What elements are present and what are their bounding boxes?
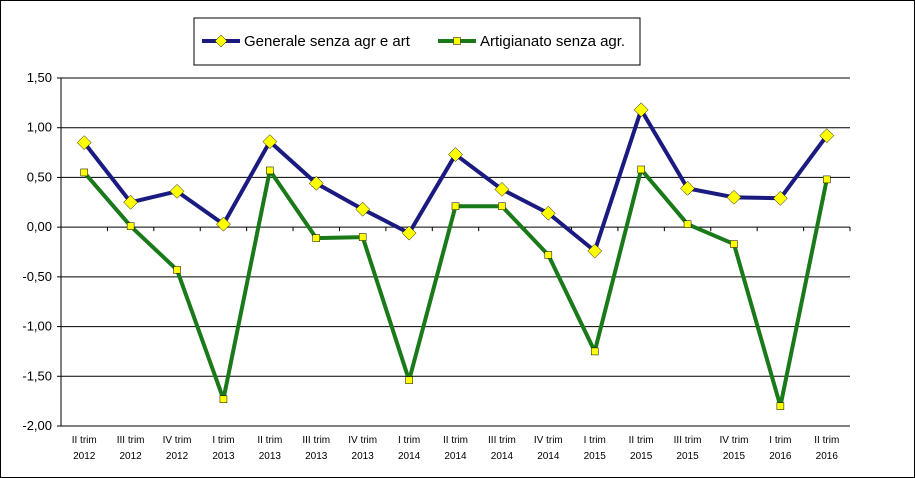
data-point-series-2 <box>358 233 367 241</box>
x-tick-label-year: 2015 <box>723 451 746 462</box>
data-point-series-2 <box>451 202 460 211</box>
legend-box <box>193 17 641 66</box>
y-tick-label: -1,50 <box>22 368 52 383</box>
x-tick-label: I trim <box>398 435 420 446</box>
legend: Generale senza agr e art Artigianato sen… <box>193 17 641 66</box>
data-point-series-1 <box>262 134 278 149</box>
data-point-series-2 <box>590 347 599 356</box>
data-point-series-2 <box>266 166 274 175</box>
data-point-series-2 <box>312 234 321 242</box>
x-tick-label: II trim <box>257 435 282 446</box>
data-point-series-2 <box>637 165 645 174</box>
data-point-series-2 <box>823 175 831 184</box>
data-point-series-1 <box>773 190 788 206</box>
x-tick-label-year: 2014 <box>444 451 467 462</box>
data-point-series-2 <box>730 240 738 248</box>
x-tick-label-year: 2012 <box>119 451 142 462</box>
x-tick-label-year: 2014 <box>491 451 514 462</box>
x-tick-label: I trim <box>584 435 606 446</box>
data-point-series-2 <box>405 376 413 385</box>
x-axis: II trim 2012 III trim 2012 IV trim 2012 I trim… <box>60 226 851 462</box>
x-tick-label: II trim <box>443 435 468 446</box>
x-tick-label-year: 2015 <box>584 451 607 462</box>
x-tick-label: IV trim <box>720 435 749 446</box>
x-tick-label-year: 2015 <box>676 451 699 462</box>
data-point-series-1 <box>633 102 649 118</box>
data-point-series-1 <box>76 135 92 150</box>
x-tick-label-year: 2013 <box>352 451 375 462</box>
data-point-series-1 <box>169 183 185 199</box>
x-tick-label: II trim <box>72 435 97 446</box>
x-tick-label-year: 2016 <box>816 451 839 462</box>
y-tick-label: 0,50 <box>27 169 52 184</box>
data-point-series-1 <box>540 205 556 221</box>
x-tick-label: III trim <box>674 435 702 446</box>
x-tick-label-year: 2016 <box>769 451 792 462</box>
data-point-series-1 <box>401 225 417 241</box>
legend-marker-series-2 <box>453 37 461 45</box>
legend-label-series-2: Artigianato senza agr. <box>480 33 625 50</box>
x-tick-label: II trim <box>629 435 654 446</box>
y-tick-label: 1,50 <box>27 70 52 85</box>
x-tick-label: IV trim <box>163 435 192 446</box>
data-point-series-2 <box>219 395 228 403</box>
series-group <box>76 102 835 410</box>
y-tick-label: -0,50 <box>22 269 52 284</box>
x-tick-label: II trim <box>814 435 839 446</box>
data-point-series-1 <box>216 216 231 232</box>
data-point-series-1 <box>448 147 463 162</box>
data-point-series-2 <box>544 251 553 259</box>
data-point-series-1 <box>680 181 695 196</box>
data-point-series-2 <box>498 202 506 211</box>
data-point-series-1 <box>355 201 371 217</box>
data-point-series-1 <box>308 176 324 191</box>
data-point-series-1 <box>123 194 138 210</box>
x-tick-label-year: 2013 <box>259 451 282 462</box>
y-tick-label: 1,00 <box>27 120 52 135</box>
x-tick-label: III trim <box>302 435 330 446</box>
x-tick-label-year: 2013 <box>212 451 235 462</box>
x-tick-label-year: 2012 <box>166 451 189 462</box>
data-point-series-2 <box>683 220 692 228</box>
x-tick-label: I trim <box>212 435 234 446</box>
data-point-series-2 <box>776 402 785 410</box>
data-point-series-1 <box>587 243 603 259</box>
x-tick-label: IV trim <box>534 435 563 446</box>
data-point-series-2 <box>80 168 88 177</box>
x-tick-label-year: 2014 <box>398 451 421 462</box>
plot-area <box>61 78 850 426</box>
x-tick-label-year: 2012 <box>73 451 96 462</box>
y-axis: 1,50 1,00 0,50 0,00 -0,50 -1,00 -1,50 -2,00 <box>22 70 62 433</box>
legend-label-series-1: Generale senza agr e art <box>244 33 411 50</box>
x-tick-label: III trim <box>117 435 145 446</box>
x-tick-label: IV trim <box>348 435 377 446</box>
data-point-series-2 <box>173 266 181 274</box>
y-tick-label: -2,00 <box>22 418 52 433</box>
data-point-series-1 <box>726 189 742 205</box>
x-tick-label-year: 2013 <box>305 451 328 462</box>
data-point-series-2 <box>126 222 135 230</box>
gridlines <box>61 77 850 427</box>
y-tick-label: 0,00 <box>27 219 52 234</box>
x-tick-label-year: 2015 <box>630 451 653 462</box>
legend-marker-series-1 <box>214 34 228 48</box>
x-tick-label: I trim <box>769 435 791 446</box>
x-tick-label: III trim <box>488 435 516 446</box>
data-point-series-1 <box>494 182 510 197</box>
y-tick-label: -1,00 <box>22 319 52 334</box>
x-tick-label-year: 2014 <box>537 451 560 462</box>
data-point-series-1 <box>819 128 835 144</box>
